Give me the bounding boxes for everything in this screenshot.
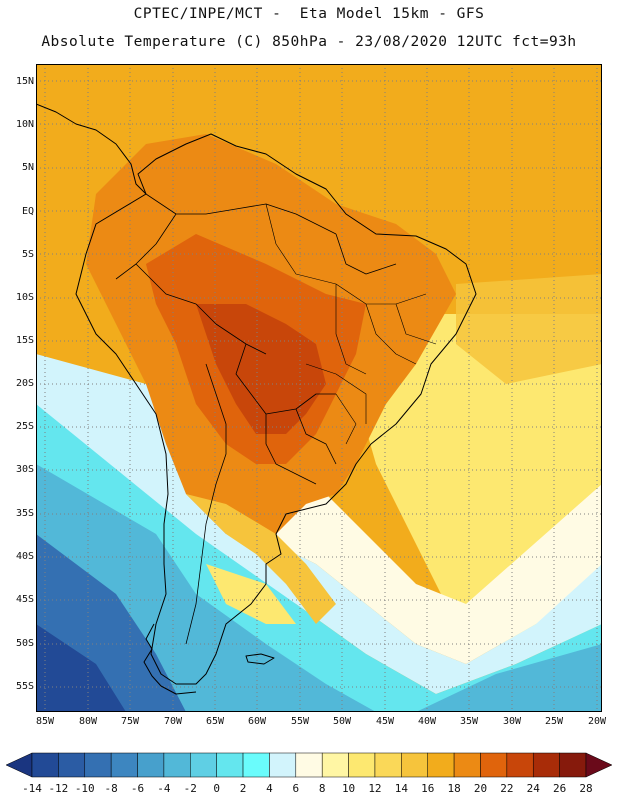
lat-label: 50S xyxy=(15,638,34,649)
lon-label: 25W xyxy=(544,716,564,727)
lat-label: 20S xyxy=(15,378,34,389)
colorbar-cell xyxy=(348,752,376,778)
colorbar-tick-label: 24 xyxy=(526,782,540,795)
lon-label: 50W xyxy=(332,716,352,727)
colorbar-cell xyxy=(269,752,297,778)
colorbar-cell xyxy=(84,752,112,778)
lon-label: 35W xyxy=(459,716,479,727)
lat-label: 55S xyxy=(15,681,34,692)
colorbar-tick-label: 0 xyxy=(213,782,220,795)
colorbar-tick-label: 10 xyxy=(341,782,356,795)
coastlines xyxy=(36,103,477,695)
lon-label: 85W xyxy=(35,716,55,727)
lon-label: 40W xyxy=(417,716,437,727)
colorbar-tick-label: 8 xyxy=(318,782,326,795)
lat-label: 10S xyxy=(15,292,34,303)
lat-label: EQ xyxy=(21,206,34,217)
colorbar-tick-label: 4 xyxy=(266,782,273,795)
lat-label: 30S xyxy=(15,464,34,475)
colorbar-tick-label: 28 xyxy=(579,782,593,795)
colorbar-cell xyxy=(216,752,244,778)
lon-label: 70W xyxy=(163,716,183,727)
colorbar-cell xyxy=(427,752,455,778)
lon-label: 55W xyxy=(290,716,310,727)
lon-label: 60W xyxy=(247,716,267,727)
colorbar-tick-label: -2 xyxy=(183,782,197,795)
lat-label: 5N xyxy=(21,162,34,173)
colorbar-cell xyxy=(137,752,165,778)
field-ocean-cream xyxy=(186,484,602,664)
colorbar xyxy=(6,752,612,778)
map-title-line-1: CPTEC/INPE/MCT - Eta Model 15km - GFS xyxy=(133,6,485,22)
falklands xyxy=(245,653,275,665)
colorbar-cell xyxy=(506,752,534,778)
colorbar-tick-label: -8 xyxy=(104,782,118,795)
field-ocean-cold-east xyxy=(416,644,602,712)
colorbar-tick-label: -14 xyxy=(22,782,42,795)
temperature-map xyxy=(36,64,602,712)
colorbar-tick-label: -6 xyxy=(130,782,145,795)
colorbar-tick-label: 12 xyxy=(368,782,382,795)
state-borders xyxy=(265,203,437,445)
field-patagonia-cream xyxy=(206,564,296,624)
field-patagonia xyxy=(186,494,336,624)
south-america-coast xyxy=(75,133,477,685)
colorbar-tick-label: -4 xyxy=(157,782,171,795)
colorbar-under-arrow xyxy=(6,752,33,778)
colorbar-over-arrow xyxy=(585,752,612,778)
field-ocean-deepest xyxy=(36,624,126,712)
chile-islands xyxy=(143,623,197,695)
colorbar-tick-label: 6 xyxy=(292,782,300,795)
lon-label: 30W xyxy=(502,716,522,727)
colorbar-cell xyxy=(295,752,323,778)
lat-label: 45S xyxy=(15,594,34,605)
colorbar-cell xyxy=(163,752,191,778)
lon-label: 80W xyxy=(78,716,98,727)
colorbar-tick-label: 26 xyxy=(552,782,567,795)
colorbar-cell xyxy=(242,752,270,778)
colorbar-cell xyxy=(480,752,508,778)
lon-label: 20W xyxy=(587,716,607,727)
colorbar-tick-label: 20 xyxy=(473,782,488,795)
colorbar-cell xyxy=(532,752,560,778)
colorbar-tick-label: 18 xyxy=(447,782,461,795)
lat-label: 5S xyxy=(21,249,34,260)
colorbar-cell xyxy=(31,752,59,778)
map-frame xyxy=(36,64,602,712)
colorbar-cell xyxy=(401,752,428,778)
lon-label: 75W xyxy=(120,716,140,727)
lon-label: 45W xyxy=(375,716,395,727)
colorbar-cell xyxy=(374,752,402,778)
field-ocean-pale xyxy=(36,354,602,694)
lat-label: 15N xyxy=(15,76,34,87)
country-borders xyxy=(115,193,397,645)
colorbar-cell xyxy=(190,752,217,778)
colorbar-cell xyxy=(559,752,587,778)
graticule xyxy=(36,64,602,712)
central-america-coast xyxy=(36,103,147,195)
lat-label: 15S xyxy=(15,335,34,346)
colorbar-cell xyxy=(110,752,138,778)
field-land-hottest xyxy=(196,304,326,434)
colorbar-cell xyxy=(321,752,349,778)
colorbar-tick-label: 14 xyxy=(394,782,408,795)
colorbar-cell xyxy=(58,752,86,778)
colorbar-tick-label: 22 xyxy=(500,782,514,795)
lat-label: 10N xyxy=(15,119,34,130)
lat-label: 35S xyxy=(15,508,34,519)
lat-label: 40S xyxy=(15,551,34,562)
map-panel xyxy=(36,64,602,712)
colorbar-tick-label: -12 xyxy=(48,782,69,795)
colorbar-tick-label: -10 xyxy=(74,782,95,795)
map-title-line-2: Absolute Temperature (C) 850hPa - 23/08/… xyxy=(41,34,577,50)
lon-label: 65W xyxy=(205,716,225,727)
colorbar-tick-label: 2 xyxy=(239,782,247,795)
colorbar-tick-label: 16 xyxy=(421,782,435,795)
colorbar-cell xyxy=(453,752,481,778)
field-atlantic-gold xyxy=(456,274,602,384)
lat-label: 25S xyxy=(15,421,34,432)
